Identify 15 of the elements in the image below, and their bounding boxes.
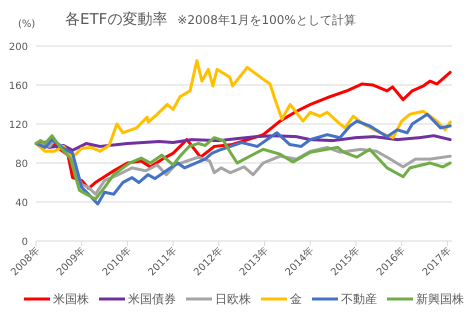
legend-label: 日欧株 <box>215 292 251 306</box>
legend-label: 米国株 <box>53 292 89 306</box>
legend-label: 不動産 <box>341 292 377 306</box>
y-tick-label: 120 <box>8 120 28 131</box>
legend-label: 新興国株 <box>416 292 464 306</box>
chart-subtitle: ※2008年1月を100%として計算 <box>177 13 356 27</box>
y-tick-label: 80 <box>15 159 28 170</box>
legend-label: 金 <box>290 292 302 306</box>
y-tick-label: 160 <box>8 81 28 92</box>
y-tick-label: 0 <box>22 237 28 248</box>
chart-title: 各ETFの変動率 <box>65 10 168 28</box>
legend-label: 米国債券 <box>128 292 176 306</box>
y-tick-label: 40 <box>15 198 28 209</box>
y-tick-label: 200 <box>8 42 28 53</box>
y-axis-title: (%) <box>18 19 36 30</box>
